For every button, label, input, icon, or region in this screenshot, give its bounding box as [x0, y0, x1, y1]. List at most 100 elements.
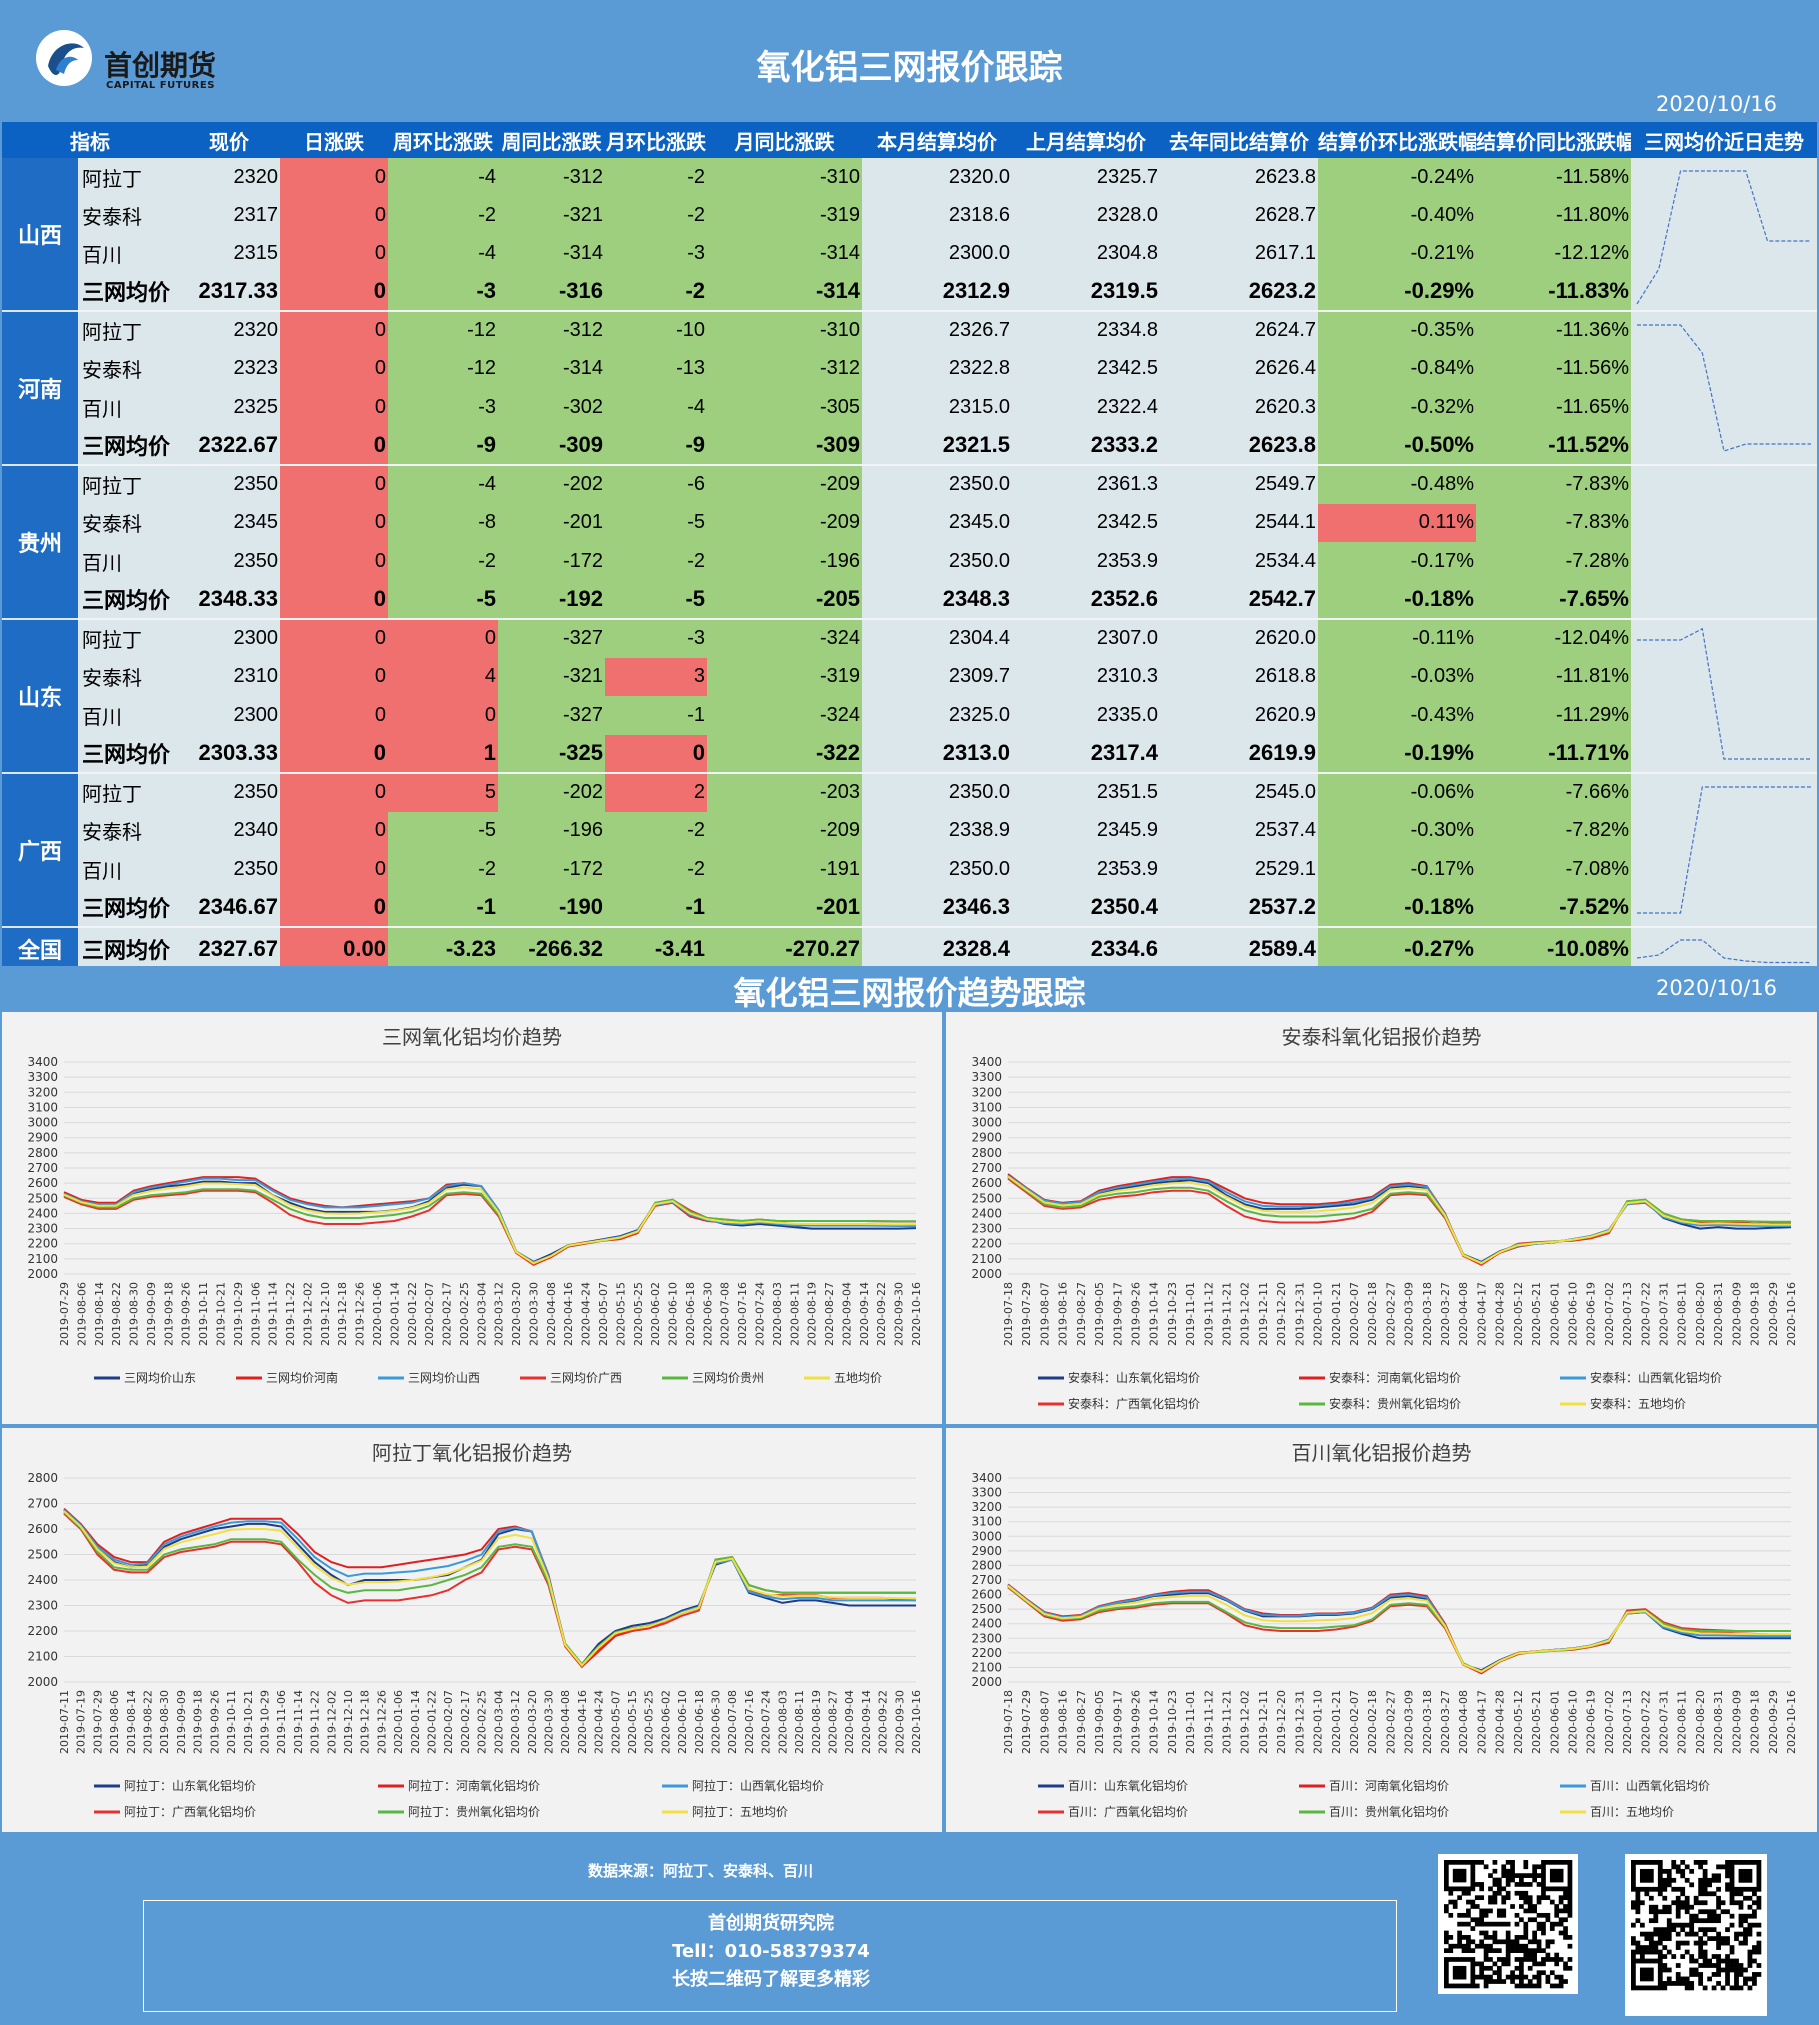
qr-module [1662, 1936, 1668, 1941]
table-cell: -322 [707, 734, 862, 773]
table-cell: 2315.0 [862, 388, 1012, 427]
qr-module [1483, 1983, 1489, 1989]
qr-module [1488, 1921, 1493, 1927]
qr-module [1639, 1958, 1645, 1964]
qr-module [1716, 1931, 1721, 1937]
qr-module [1635, 1860, 1641, 1865]
qr-module [1536, 1899, 1542, 1905]
qr-module [1567, 1890, 1573, 1896]
x-tick-label: 2020-07-13 [1621, 1282, 1634, 1346]
qr-module [1519, 1970, 1524, 1976]
y-tick-label: 2800 [27, 1471, 58, 1485]
qr-module [1698, 1927, 1704, 1933]
qr-module [1563, 1926, 1568, 1931]
qr-module [1639, 1873, 1645, 1879]
qr-module [1644, 1949, 1650, 1955]
table-row-average: 三网均价 2346.67 0 -1 -190 -1 -201 2346.3 2350.4 2537… [2, 888, 1817, 927]
qr-module [1702, 1909, 1708, 1915]
x-tick-label: 2019-08-16 [1057, 1690, 1070, 1754]
qr-module [1707, 1963, 1712, 1968]
qr-module [1743, 1940, 1748, 1946]
table-cell: 0 [280, 618, 388, 658]
qr-module [1505, 1895, 1511, 1901]
table-cell: 2345 [178, 503, 280, 542]
x-tick-label: 2019-11-12 [1202, 1690, 1215, 1754]
qr-module [1541, 1961, 1546, 1967]
qr-module [1554, 1957, 1560, 1962]
qr-module [1675, 1940, 1681, 1946]
qr-module [1541, 1970, 1546, 1976]
qr-module [1639, 1868, 1645, 1874]
qr-module [1680, 1981, 1686, 1986]
table-cell: -3.23 [388, 926, 498, 970]
series-line [63, 1511, 916, 1666]
qr-module [1554, 1961, 1560, 1967]
table-cell: 2617.1 [1160, 234, 1318, 273]
x-tick-label: 2019-12-10 [319, 1282, 332, 1346]
qr-module [1541, 1930, 1546, 1936]
qr-module [1725, 1860, 1730, 1865]
x-tick-label: 2020-03-18 [1421, 1690, 1434, 1754]
qr-module [1444, 1882, 1449, 1887]
table-cell: -1 [388, 888, 498, 927]
x-tick-label: 2020-02-07 [423, 1282, 436, 1346]
qr-module [1519, 1965, 1524, 1971]
chart-title: 安泰科氧化铝报价趋势 [1282, 1025, 1482, 1049]
qr-module [1702, 1873, 1708, 1879]
qr-module [1666, 1904, 1672, 1910]
qr-module [1563, 1935, 1568, 1940]
qr-module [1519, 1917, 1524, 1923]
x-tick-label: 2019-10-23 [1166, 1690, 1179, 1754]
x-tick-label: 2019-11-14 [267, 1282, 280, 1346]
table-cell: 2304.4 [862, 618, 1012, 658]
qr-code-app-icon[interactable] [1625, 1854, 1767, 2016]
table-cell: -12.04% [1476, 618, 1631, 658]
qr-module [1523, 1930, 1529, 1936]
table-cell: 0 [280, 734, 388, 773]
x-tick-label: 2020-01-14 [409, 1690, 422, 1754]
table-row: 安泰科 2340 0 -5 -196 -2 -209 2338.9 2345.9 2537.4 -0… [2, 811, 1817, 850]
qr-module [1738, 1900, 1744, 1906]
table-cell: -202 [498, 464, 605, 504]
qr-module [1657, 1972, 1663, 1977]
qr-module [1519, 1877, 1524, 1883]
x-tick-label: 2020-06-02 [659, 1690, 672, 1754]
qr-code-wechat-icon[interactable] [1438, 1854, 1578, 1994]
qr-module [1729, 1949, 1735, 1955]
qr-module [1479, 1965, 1485, 1971]
table-cell: -201 [707, 888, 862, 927]
table-cell: 2346.67 [178, 888, 280, 927]
qr-module [1567, 1868, 1573, 1874]
column-header: 结算价环比涨跌幅 [1318, 122, 1476, 158]
table-cell: 2350 [178, 464, 280, 504]
qr-module [1558, 1908, 1564, 1914]
qr-module [1527, 1948, 1533, 1953]
qr-module [1549, 1939, 1555, 1945]
x-tick-label: 2020-10-16 [910, 1690, 923, 1754]
x-tick-label: 2019-11-01 [1184, 1690, 1197, 1754]
qr-module [1496, 1974, 1502, 1980]
qr-module [1501, 1899, 1507, 1905]
qr-module [1680, 1922, 1686, 1928]
qr-module [1545, 1952, 1551, 1958]
table-cell: 2320 [178, 310, 280, 350]
qr-module [1457, 1895, 1462, 1901]
qr-module [1492, 1890, 1498, 1896]
qr-module [1689, 1985, 1695, 1991]
qr-module [1756, 1895, 1762, 1901]
chart-title: 阿拉丁氧化铝报价趋势 [372, 1441, 572, 1465]
table-cell: 0 [280, 426, 388, 465]
table-row-national: 全国 三网均价 2327.67 0.00 -3.23 -266.32 -3.41 -270.2… [2, 926, 1817, 971]
x-tick-label: 2019-09-17 [1111, 1690, 1124, 1754]
qr-module [1631, 1922, 1636, 1928]
qr-module [1689, 1972, 1695, 1977]
qr-module [1448, 1983, 1454, 1989]
table-cell: -9 [605, 426, 707, 465]
qr-module [1532, 1877, 1537, 1883]
qr-module [1716, 1945, 1721, 1950]
qr-module [1729, 1967, 1735, 1973]
table-cell: -5 [605, 580, 707, 619]
qr-module [1702, 1958, 1708, 1964]
x-tick-label: 2019-07-29 [91, 1690, 104, 1754]
qr-module [1716, 1904, 1721, 1910]
